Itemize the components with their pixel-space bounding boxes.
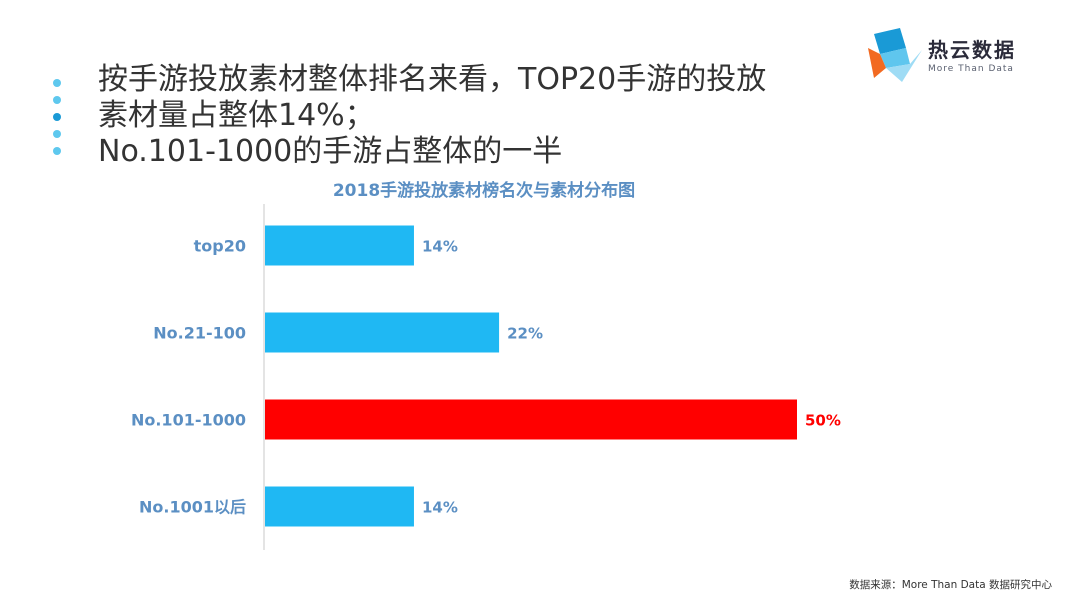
category-label: top20	[194, 237, 246, 256]
data-label: 14%	[422, 499, 458, 517]
bar	[265, 399, 797, 440]
logo-name: 热云数据	[928, 38, 1016, 62]
bullet-dot	[53, 79, 61, 87]
logo-tagline: More Than Data	[928, 64, 1014, 74]
bullet-dot	[53, 147, 61, 155]
bullet-dot	[53, 113, 61, 121]
bar	[265, 486, 414, 527]
category-label: No.21-100	[153, 324, 246, 343]
bullet-dot	[53, 96, 61, 104]
data-label: 14%	[422, 238, 458, 256]
headline: 按手游投放素材整体排名来看，TOP20手游的投放 素材量占整体14%； No.1…	[98, 62, 818, 170]
headline-line-1: 按手游投放素材整体排名来看，TOP20手游的投放	[98, 62, 767, 97]
bar	[265, 312, 500, 353]
brand-logo: 热云数据 More Than Data	[866, 28, 1046, 88]
chart-title: 2018手游投放素材榜名次与素材分布图	[333, 180, 635, 201]
headline-line-3: No.101-1000的手游占整体的一半	[98, 134, 563, 169]
category-label: No.1001以后	[139, 498, 246, 517]
logo-mark-icon	[868, 28, 922, 82]
data-label: 22%	[507, 325, 543, 343]
headline-line-2: 素材量占整体14%；	[98, 98, 375, 133]
bullet-dot	[53, 130, 61, 138]
data-source-note: 数据来源：More Than Data 数据研究中心	[849, 579, 1052, 591]
data-label: 50%	[805, 412, 841, 430]
bar	[265, 225, 414, 266]
category-label: No.101-1000	[131, 411, 246, 430]
